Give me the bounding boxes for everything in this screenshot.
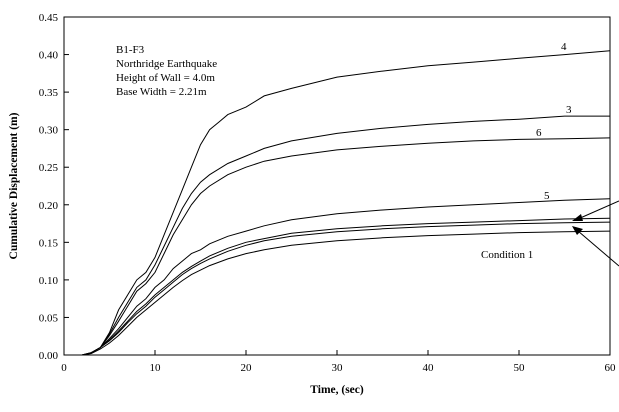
y-tick-label: 0.15 (39, 237, 59, 249)
y-tick-label: 0.45 (39, 12, 59, 24)
x-tick-label: 30 (332, 362, 344, 374)
series-line-2 (64, 116, 610, 355)
series-label-condition-1: Condition 1 (481, 249, 533, 261)
y-tick-label: 0.05 (39, 312, 59, 324)
annotation-line-1: B1-F3 (116, 44, 145, 56)
series-line-5 (64, 218, 610, 355)
annotation-line-2: Northridge Earthquake (116, 58, 217, 70)
x-tick-label: 40 (423, 362, 435, 374)
arrow-line-lower (578, 231, 619, 266)
x-tick-label: 20 (241, 362, 253, 374)
y-tick-label: 0.10 (39, 275, 59, 287)
series-line-4 (64, 199, 610, 355)
series-line-6 (64, 222, 610, 355)
arrow-line-upper (578, 201, 619, 219)
y-tick-label: 0.30 (39, 125, 59, 137)
arrow-head-upper (572, 214, 583, 221)
series-label-4: 4 (561, 41, 567, 53)
annotation-line-4: Base Width = 2.21m (116, 86, 207, 98)
x-tick-label: 0 (61, 362, 67, 374)
x-tick-label: 60 (605, 362, 617, 374)
series-line-3 (64, 138, 610, 355)
y-tick-label: 0.25 (39, 162, 59, 174)
annotation-line-3: Height of Wall = 4.0m (116, 72, 215, 84)
x-tick-label: 50 (514, 362, 526, 374)
series-label-3: 3 (566, 104, 572, 116)
y-tick-label: 0.20 (39, 200, 59, 212)
x-axis-title: Time, (sec) (310, 384, 364, 396)
x-tick-label: 10 (150, 362, 162, 374)
y-axis-title: Cumulative Displacement (m) (8, 112, 20, 259)
y-tick-label: 0.35 (39, 87, 59, 99)
series-label-6: 6 (536, 127, 542, 139)
y-tick-label: 0.00 (39, 350, 59, 362)
series-label-5: 5 (544, 190, 550, 202)
y-tick-label: 0.40 (39, 50, 59, 62)
annotation-arrows (572, 201, 619, 266)
